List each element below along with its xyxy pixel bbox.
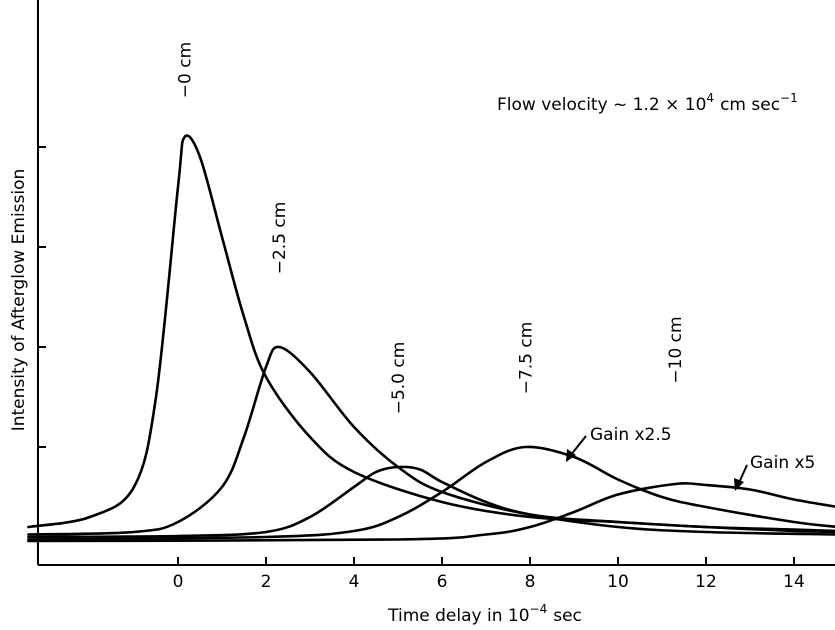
x-tick-label: 12 (695, 572, 717, 592)
series-curve (27, 345, 835, 536)
series-curve (27, 482, 835, 543)
series-label: −7.5 cm (517, 322, 537, 395)
series-label: −10 cm (666, 316, 686, 383)
labels: −0 cm −2.5 cm −5.0 cm −7.5 cm −10 cm Flow vel… (176, 42, 815, 491)
series-label: −2.5 cm (270, 202, 290, 275)
y-axis-title: Intensity of Afterglow Emission (9, 169, 29, 432)
x-tick-label: 2 (261, 572, 272, 592)
axes: 0 2 4 6 8 10 12 14 Time delay in 10−4 sec Intensit… (9, 0, 835, 626)
flow-velocity-annotation: Flow velocity ~ 1.2 × 104 cm sec−1 (497, 91, 798, 115)
series-label: −5.0 cm (389, 342, 409, 415)
x-tick-label: 8 (525, 572, 536, 592)
gain-5-arrowhead (734, 478, 744, 491)
series-curve (27, 445, 835, 541)
gain-5-annotation: Gain x5 (750, 453, 815, 473)
series-label: −0 cm (176, 42, 196, 98)
series-curve (27, 134, 835, 533)
gain-2-5-arrowhead (566, 449, 576, 462)
x-tick-label: 4 (349, 572, 360, 592)
x-tick-label: 14 (783, 572, 805, 592)
x-axis-title: Time delay in 10−4 sec (387, 602, 582, 626)
x-tick-label: 0 (173, 572, 184, 592)
x-tick-label: 10 (607, 572, 629, 592)
x-tick-label: 6 (437, 572, 448, 592)
curves (27, 134, 835, 543)
gain-2-5-annotation: Gain x2.5 (590, 425, 672, 445)
series-curve (27, 465, 835, 539)
gain-2-5-arrow (569, 435, 587, 457)
